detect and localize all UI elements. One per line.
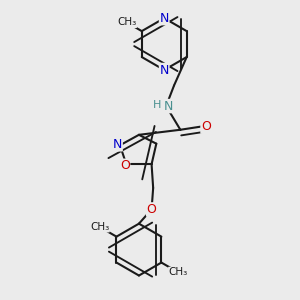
- Text: O: O: [201, 120, 211, 133]
- Text: N: N: [160, 12, 169, 25]
- Text: N: N: [160, 64, 169, 76]
- Text: N: N: [113, 138, 122, 151]
- Text: CH₃: CH₃: [117, 17, 136, 27]
- Text: H: H: [153, 100, 161, 110]
- Text: CH₃: CH₃: [169, 267, 188, 278]
- Text: N: N: [163, 100, 173, 112]
- Text: CH₃: CH₃: [90, 222, 109, 232]
- Text: O: O: [120, 159, 130, 172]
- Text: O: O: [147, 203, 157, 216]
